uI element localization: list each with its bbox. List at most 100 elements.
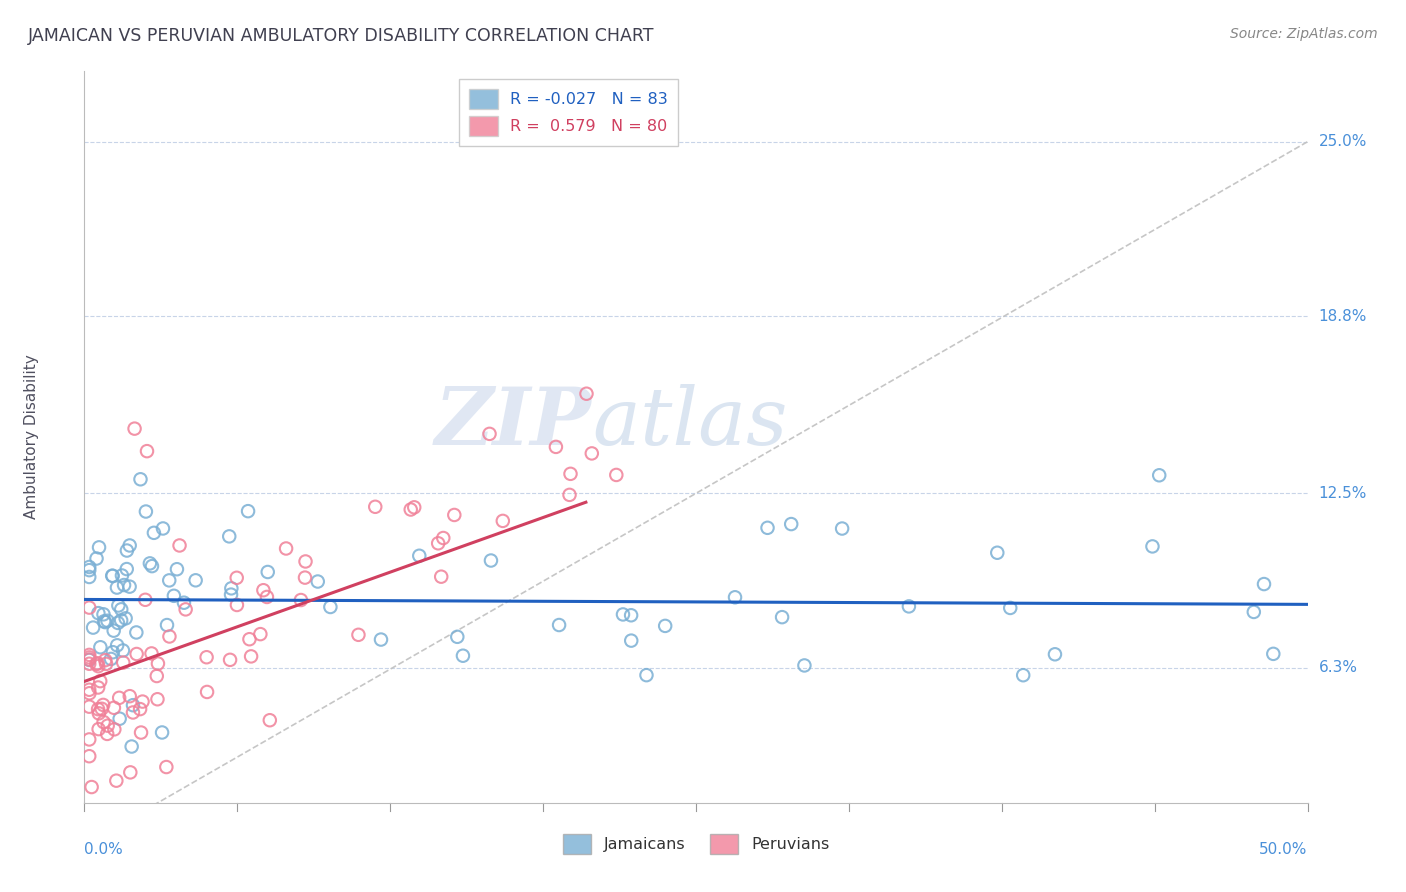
Point <box>432 531 454 545</box>
Point <box>195 650 218 665</box>
Point <box>115 543 138 558</box>
Point <box>1012 668 1035 682</box>
Point <box>1000 601 1022 615</box>
Point <box>146 657 169 671</box>
Point <box>793 658 815 673</box>
Point <box>97 719 120 733</box>
Point <box>77 600 100 615</box>
Point <box>107 599 129 613</box>
Point <box>364 500 387 514</box>
Text: JAMAICAN VS PERUVIAN AMBULATORY DISABILITY CORRELATION CHART: JAMAICAN VS PERUVIAN AMBULATORY DISABILI… <box>28 27 655 45</box>
Point <box>118 580 141 594</box>
Point <box>77 650 100 665</box>
Point <box>77 699 100 714</box>
Point <box>150 725 173 739</box>
Point <box>173 596 195 610</box>
Text: 12.5%: 12.5% <box>1319 486 1367 500</box>
Text: ZIP: ZIP <box>434 384 592 461</box>
Point <box>77 560 100 574</box>
Point <box>219 588 242 602</box>
Point <box>93 607 115 622</box>
Point <box>157 574 180 588</box>
Point <box>770 610 793 624</box>
Point <box>319 599 342 614</box>
Point <box>724 591 747 605</box>
Point <box>225 571 247 585</box>
Point <box>347 628 370 642</box>
Point <box>156 618 179 632</box>
Point <box>129 472 152 486</box>
Point <box>101 569 124 583</box>
Point <box>125 647 148 661</box>
Point <box>87 681 110 695</box>
Point <box>93 615 115 629</box>
Point <box>479 553 502 567</box>
Point <box>240 649 263 664</box>
Text: 0.0%: 0.0% <box>84 842 124 856</box>
Point <box>89 674 111 689</box>
Point <box>87 659 110 673</box>
Point <box>96 727 118 741</box>
Point <box>125 625 148 640</box>
Point <box>94 653 117 667</box>
Point <box>294 571 316 585</box>
Point <box>146 692 169 706</box>
Point <box>105 581 128 595</box>
Point <box>430 570 453 584</box>
Point <box>101 568 124 582</box>
Point <box>87 606 110 620</box>
Point <box>105 773 128 788</box>
Point <box>451 648 474 663</box>
Legend: Jamaicans, Peruvians: Jamaicans, Peruvians <box>557 828 835 861</box>
Point <box>94 657 117 671</box>
Point <box>118 689 141 703</box>
Point <box>169 539 191 553</box>
Point <box>155 760 177 774</box>
Point <box>77 563 100 577</box>
Point <box>94 615 117 629</box>
Point <box>77 652 100 666</box>
Point <box>87 722 110 736</box>
Point <box>118 539 141 553</box>
Point <box>427 536 450 550</box>
Point <box>120 765 142 780</box>
Point <box>141 559 163 574</box>
Point <box>107 615 129 630</box>
Point <box>218 529 240 543</box>
Point <box>129 725 152 739</box>
Point <box>831 522 853 536</box>
Point <box>1263 647 1285 661</box>
Point <box>249 627 271 641</box>
Point <box>184 574 207 588</box>
Point <box>399 502 422 516</box>
Point <box>101 645 124 659</box>
Point <box>159 630 181 644</box>
Point <box>1253 577 1275 591</box>
Point <box>152 521 174 535</box>
Point <box>77 653 100 667</box>
Point <box>446 630 468 644</box>
Point <box>195 685 218 699</box>
Point <box>612 607 634 622</box>
Point <box>166 562 188 576</box>
Point <box>1147 468 1170 483</box>
Point <box>100 652 122 666</box>
Point <box>136 444 159 458</box>
Point <box>110 613 132 627</box>
Point <box>91 698 114 712</box>
Point <box>87 706 110 721</box>
Point <box>581 446 603 460</box>
Point <box>226 598 249 612</box>
Point <box>259 713 281 727</box>
Point <box>111 643 134 657</box>
Point <box>221 582 243 596</box>
Point <box>111 568 134 582</box>
Point <box>256 565 278 579</box>
Text: 25.0%: 25.0% <box>1319 134 1367 149</box>
Point <box>86 657 108 671</box>
Point <box>77 682 100 697</box>
Point <box>110 602 132 616</box>
Point <box>1043 648 1066 662</box>
Point <box>548 618 571 632</box>
Point <box>560 467 582 481</box>
